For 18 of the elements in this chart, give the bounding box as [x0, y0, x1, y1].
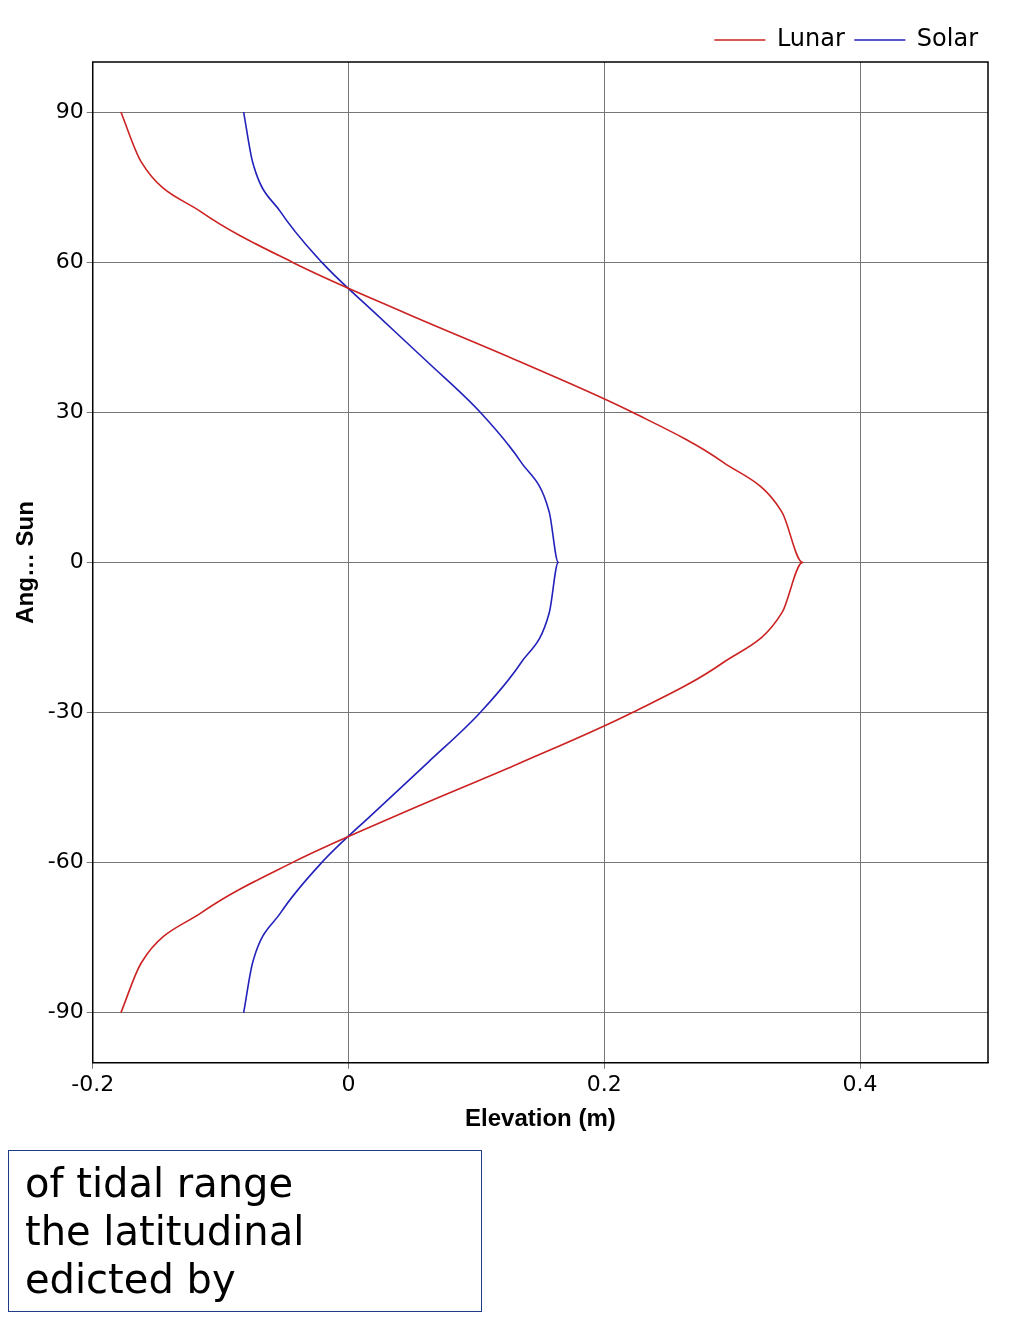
legend-label: Lunar	[776, 24, 845, 53]
text: of tidal range the latitudinal edicted by	[8, 1150, 482, 1312]
line-series	[120, 111, 804, 1014]
y-tick-label: 90	[55, 97, 84, 123]
y-tick-label: -60	[47, 848, 84, 874]
x-tick-label: 0	[341, 1070, 356, 1096]
y-tick-label: -30	[47, 698, 84, 724]
x-tick-label: 0.4	[842, 1070, 878, 1096]
y-tick-label: -90	[47, 998, 84, 1024]
x-axis-title: Elevation (m)	[465, 1104, 616, 1132]
y-tick-label: 60	[55, 247, 84, 273]
line-series	[242, 111, 560, 1014]
y-tick-label: 0	[69, 548, 84, 574]
y-tick-label: 30	[55, 398, 84, 423]
x-tick-label: -0.2	[71, 1070, 115, 1096]
x-tick-label: 0.2	[586, 1070, 622, 1096]
legend-label: Solar	[916, 24, 979, 53]
y-axis-title: Ang… Sun	[11, 501, 39, 624]
